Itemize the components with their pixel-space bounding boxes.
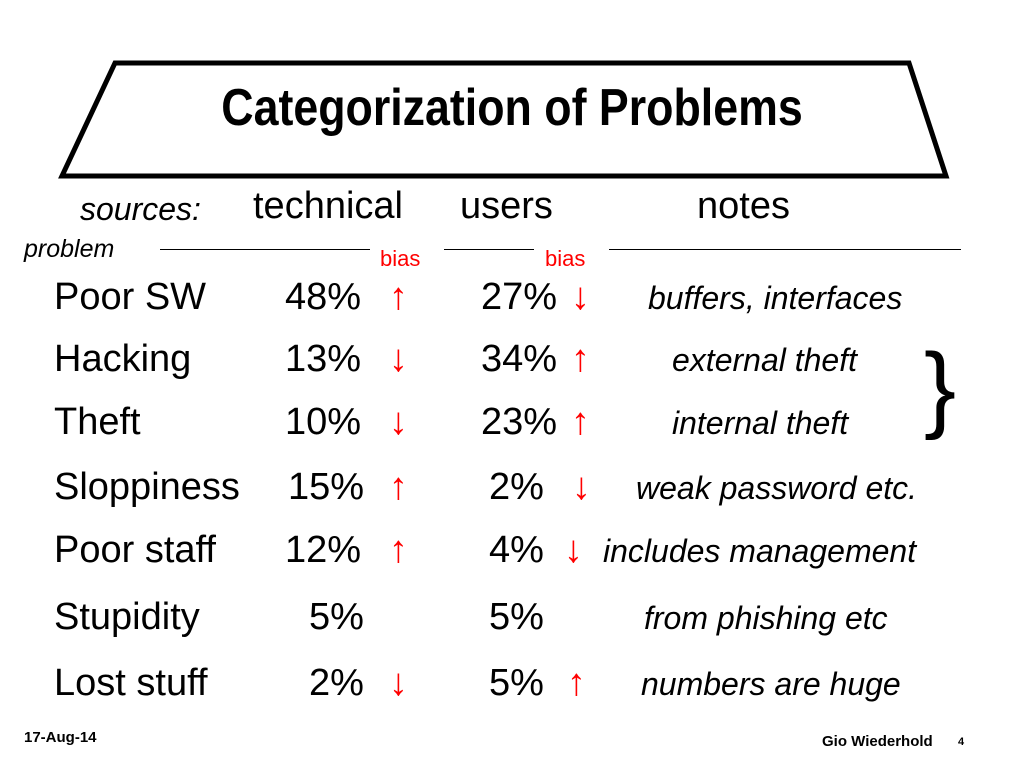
page-number: 4 — [958, 736, 965, 748]
users-arrow-icon: ↑ — [571, 401, 590, 443]
users-arrow-icon: ↓ — [571, 276, 590, 318]
technical-cell: 2% — [309, 662, 364, 704]
bias-label-users: bias — [545, 246, 586, 271]
technical-cell: 48% — [285, 276, 362, 318]
technical-arrow-icon: ↑ — [389, 276, 408, 318]
header-rule-2 — [444, 249, 534, 250]
technical-arrow-icon: ↓ — [389, 338, 408, 380]
problem-cell: Sloppiness — [54, 466, 240, 508]
problem-cell: Lost stuff — [54, 662, 208, 704]
note-cell: weak password etc. — [636, 470, 918, 506]
technical-cell: 15% — [288, 466, 365, 508]
technical-arrow-icon: ↑ — [389, 466, 408, 508]
note-cell: numbers are huge — [641, 666, 901, 702]
technical-cell: 12% — [285, 529, 362, 571]
table-row: Theft 10% ↓ 23% ↑ internal theft — [0, 401, 1024, 461]
users-arrow-icon: ↑ — [567, 662, 586, 704]
problem-cell: Theft — [54, 401, 141, 443]
slide-title: Categorization of Problems — [221, 79, 803, 137]
header-technical: technical — [253, 185, 403, 227]
problem-label: problem — [24, 235, 115, 263]
header-notes: notes — [697, 185, 790, 227]
curly-brace: } — [924, 334, 957, 441]
problem-cell: Hacking — [54, 338, 192, 380]
users-cell: 34% — [481, 338, 558, 380]
table-row: Poor staff 12% ↑ 4% ↓ includes managemen… — [0, 529, 1024, 589]
technical-cell: 13% — [285, 338, 362, 380]
header-rule-1 — [160, 249, 370, 250]
footer-author: Gio Wiederhold — [822, 733, 933, 750]
title-banner-shape — [58, 60, 950, 179]
technical-arrow-icon: ↑ — [389, 529, 408, 571]
note-cell: buffers, interfaces — [648, 280, 903, 316]
users-cell: 23% — [481, 401, 558, 443]
users-cell: 27% — [481, 276, 558, 318]
users-arrow-icon: ↑ — [571, 338, 590, 380]
header-users: users — [460, 185, 553, 227]
sources-label: sources: — [80, 191, 201, 227]
users-cell: 4% — [489, 529, 544, 571]
note-cell: includes management — [603, 533, 917, 569]
table-row: Hacking 13% ↓ 34% ↑ external theft — [0, 338, 1024, 398]
table-row: Lost stuff 2% ↓ 5% ↑ numbers are huge — [0, 662, 1024, 722]
users-cell: 5% — [489, 596, 544, 638]
users-cell: 2% — [489, 466, 544, 508]
bias-label-technical: bias — [380, 246, 421, 271]
note-cell: internal theft — [672, 405, 849, 441]
technical-arrow-icon: ↓ — [389, 401, 408, 443]
problem-cell: Poor SW — [54, 276, 207, 318]
technical-cell: 5% — [309, 596, 364, 638]
note-cell: from phishing etc — [644, 600, 888, 636]
users-arrow-icon: ↓ — [572, 466, 591, 508]
table-row: Poor SW 48% ↑ 27% ↓ buffers, interfaces — [0, 276, 1024, 336]
footer-date: 17-Aug-14 — [24, 729, 97, 746]
note-cell: external theft — [672, 342, 857, 378]
problem-cell: Stupidity — [54, 596, 200, 638]
table-row: Stupidity 5% 5% from phishing etc — [0, 596, 1024, 656]
users-cell: 5% — [489, 662, 544, 704]
problem-cell: Poor staff — [54, 529, 216, 571]
technical-arrow-icon: ↓ — [389, 662, 408, 704]
technical-cell: 10% — [285, 401, 362, 443]
header-rule-3 — [609, 249, 961, 250]
table-row: Sloppiness 15% ↑ 2% ↓ weak password etc. — [0, 466, 1024, 526]
users-arrow-icon: ↓ — [564, 529, 583, 571]
